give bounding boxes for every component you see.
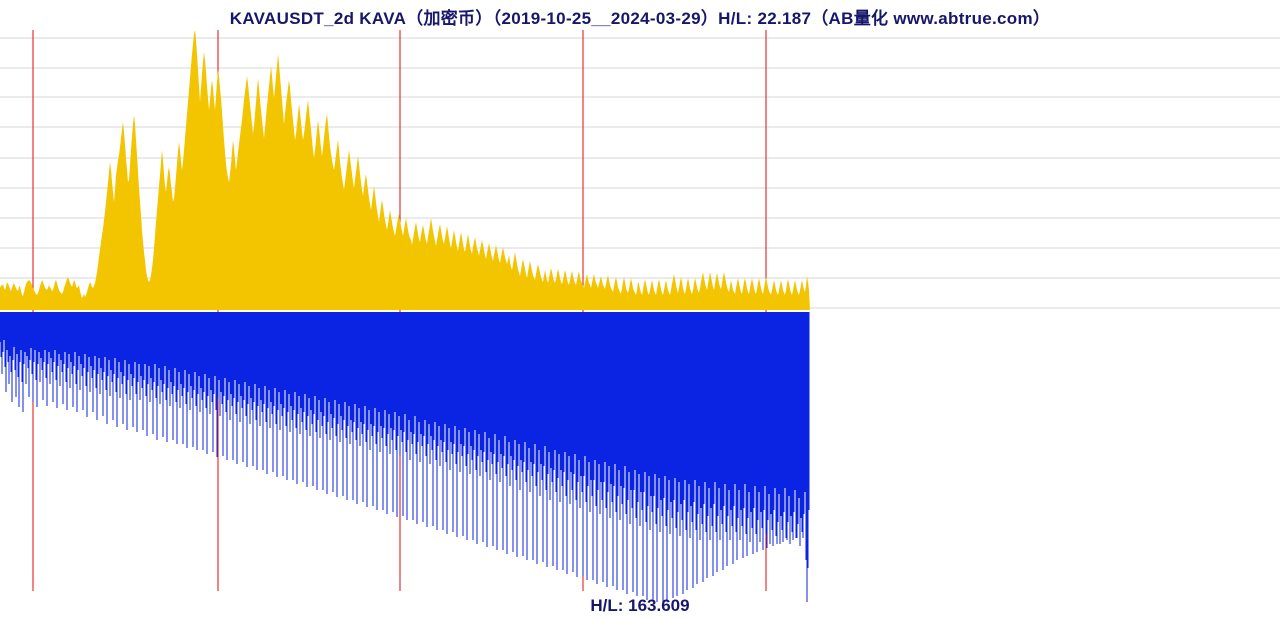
lower-series bbox=[0, 312, 809, 602]
chart-container: KAVAUSDT_2d KAVA（加密币）（2019-10-25__2024-0… bbox=[0, 0, 1280, 620]
chart-footer: H/L: 163.609 bbox=[0, 596, 1280, 616]
upper-series bbox=[0, 30, 810, 310]
chart-svg bbox=[0, 0, 1280, 620]
